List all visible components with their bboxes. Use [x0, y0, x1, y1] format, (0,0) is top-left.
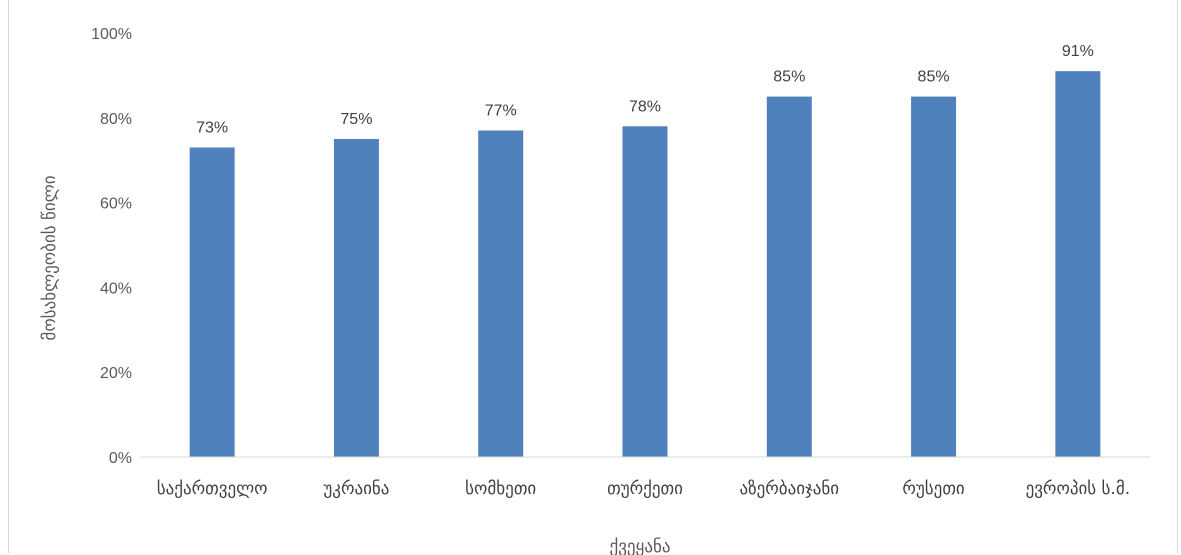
bar: [622, 126, 668, 457]
x-tick-label: სომხეთი: [465, 479, 536, 499]
y-tick-label: 0%: [109, 450, 132, 467]
data-label: 85%: [773, 69, 805, 86]
y-tick-label: 80%: [100, 111, 132, 128]
data-label: 77%: [485, 103, 517, 120]
data-label: 91%: [1062, 43, 1094, 60]
bar: [478, 130, 524, 457]
x-tick-label: ევროპის ს.მ.: [1026, 479, 1131, 499]
y-axis-title: მოსახლეობის წილი: [40, 175, 60, 340]
y-tick-label: 100%: [91, 26, 132, 43]
chart-frame: [8, 0, 1178, 553]
data-label: 75%: [340, 111, 372, 128]
data-label: 85%: [918, 69, 950, 86]
x-tick-label: უკრაინა: [323, 479, 389, 499]
y-tick-label: 20%: [100, 365, 132, 382]
x-tick-label: საქართველო: [157, 479, 268, 499]
bar: [766, 96, 812, 457]
bar: [911, 96, 957, 457]
x-tick-label: აზერბაიჯანი: [739, 479, 839, 499]
data-label: 78%: [629, 98, 661, 115]
y-tick-label: 60%: [100, 196, 132, 213]
x-axis-title: ქვეყანა: [609, 537, 670, 555]
bar: [1055, 71, 1101, 457]
bar: [333, 139, 379, 457]
x-tick-label: თურქეთი: [607, 479, 683, 499]
x-tick-label: რუსეთი: [902, 479, 964, 499]
y-tick-label: 40%: [100, 280, 132, 297]
data-label: 73%: [196, 119, 228, 136]
bar: [189, 147, 235, 458]
